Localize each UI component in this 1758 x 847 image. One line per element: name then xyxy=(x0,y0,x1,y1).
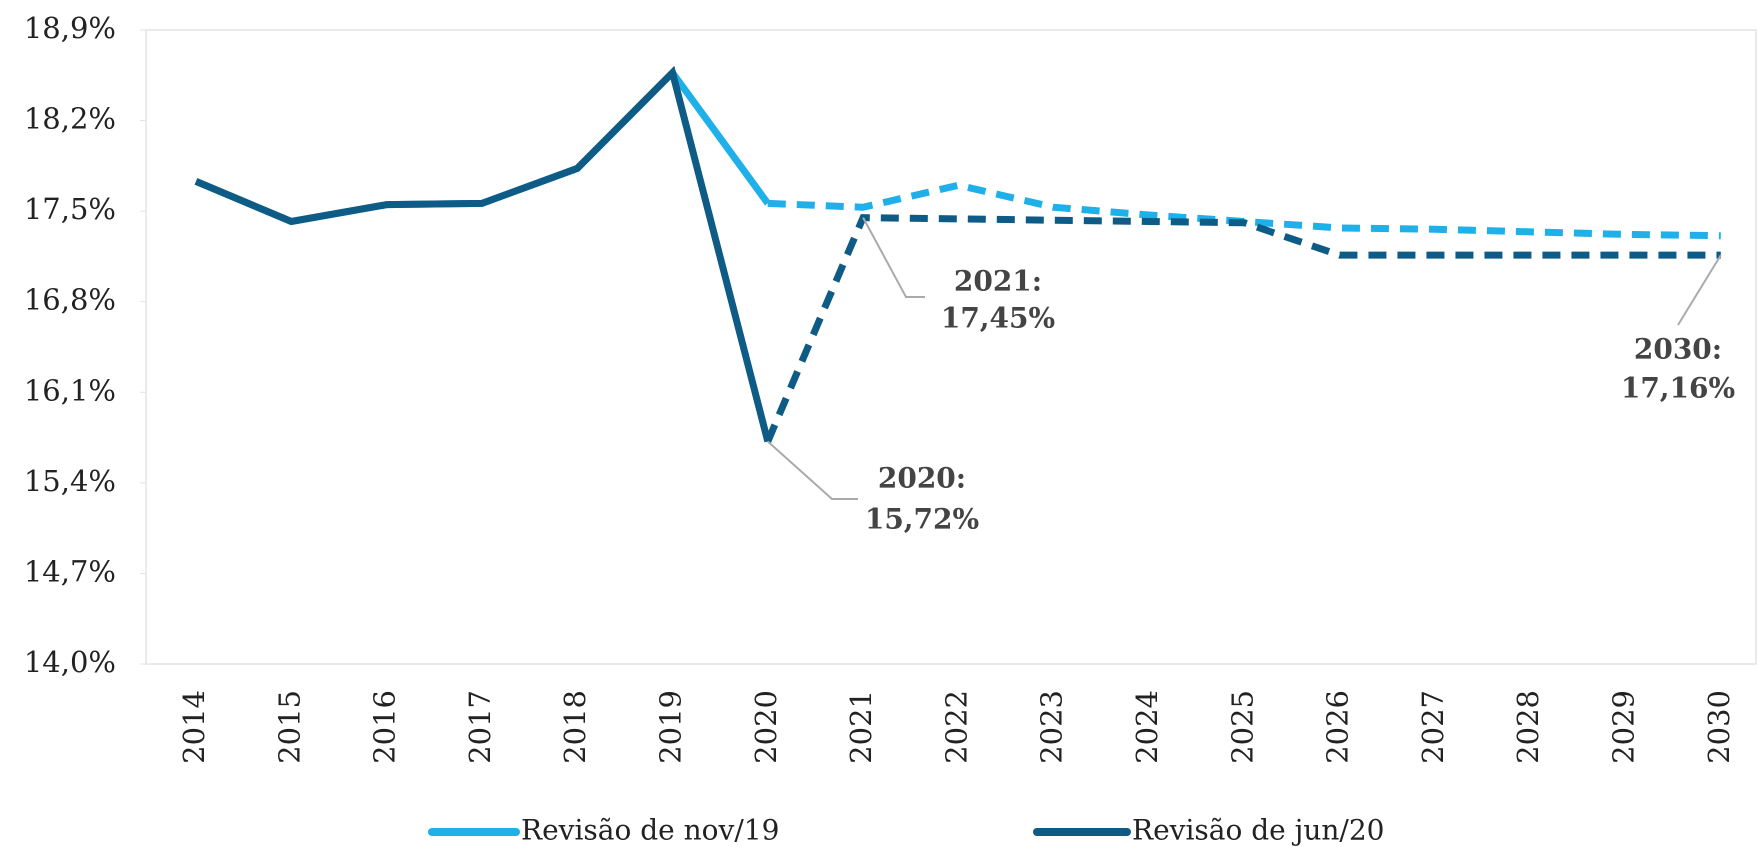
x-tick-label: 2021 xyxy=(844,690,878,764)
legend-label: Revisão de jun/20 xyxy=(1132,814,1384,847)
x-tick-label: 2020 xyxy=(749,690,783,764)
x-tick-label: 2023 xyxy=(1035,690,1069,764)
y-tick-label: 15,4% xyxy=(24,464,116,498)
legend-label: Revisão de nov/19 xyxy=(521,814,779,847)
annotation-leader xyxy=(767,440,858,500)
x-tick-label: 2030 xyxy=(1702,690,1736,764)
y-tick-label: 17,5% xyxy=(24,192,116,226)
plot-area xyxy=(145,29,1757,665)
x-tick-label: 2019 xyxy=(654,690,688,764)
y-tick-label: 14,7% xyxy=(24,554,116,588)
y-tick-label: 14,0% xyxy=(24,645,116,679)
y-tick-label: 18,2% xyxy=(24,102,116,136)
x-tick-label: 2026 xyxy=(1321,690,1355,764)
series-line xyxy=(194,65,772,443)
annotation-text: 2030: xyxy=(1634,333,1722,366)
x-tick-label: 2024 xyxy=(1130,690,1164,764)
x-tick-label: 2017 xyxy=(463,690,497,764)
x-tick-label: 2014 xyxy=(177,690,211,764)
annotation-text: 2021: xyxy=(954,265,1042,298)
y-tick-label: 18,9% xyxy=(24,11,116,45)
annotation-leader xyxy=(862,217,925,298)
series-line xyxy=(194,67,771,226)
x-tick-label: 2016 xyxy=(368,690,402,764)
series-line xyxy=(764,214,1721,443)
x-tick-label: 2028 xyxy=(1511,690,1545,764)
x-tick-label: 2018 xyxy=(558,690,592,764)
x-tick-label: 2027 xyxy=(1416,690,1450,764)
x-tick-label: 2015 xyxy=(272,690,306,764)
y-tick-label: 16,1% xyxy=(24,373,116,407)
annotation-text: 15,72% xyxy=(865,503,979,536)
x-tick-label: 2025 xyxy=(1225,690,1259,764)
annotation-text: 17,16% xyxy=(1621,372,1735,405)
x-tick-label: 2022 xyxy=(939,690,973,764)
annotation-text: 17,45% xyxy=(941,302,1055,335)
y-tick-label: 16,8% xyxy=(24,283,116,317)
annotation-leader xyxy=(1677,254,1722,326)
annotation-text: 2020: xyxy=(878,462,966,495)
series-line xyxy=(767,181,1721,240)
x-tick-label: 2029 xyxy=(1607,690,1641,764)
